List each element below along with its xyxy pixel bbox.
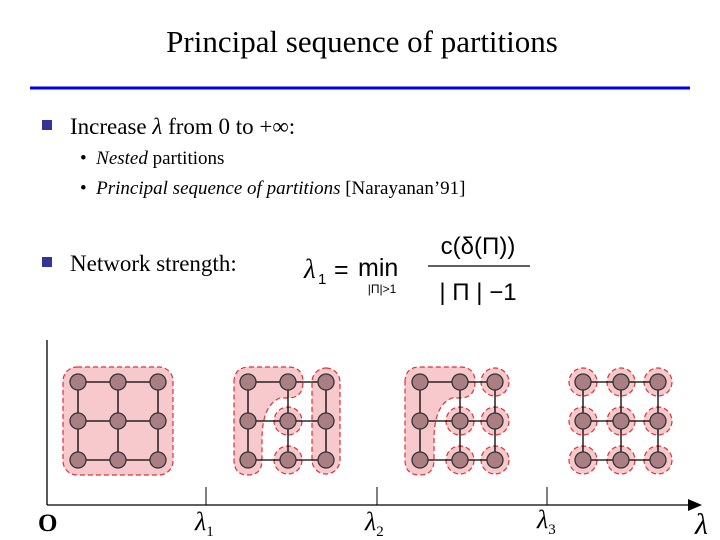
node [574, 451, 592, 469]
node [69, 412, 87, 430]
symbol: λ [194, 507, 206, 536]
node [649, 451, 667, 469]
axis-tick-label: λ1 [194, 507, 214, 540]
node [411, 451, 429, 469]
axis-tick-label: λ2 [364, 507, 384, 540]
node [109, 373, 127, 391]
node [486, 412, 504, 430]
text: Increase [70, 114, 152, 139]
bullet-text: Network strength: [70, 251, 237, 276]
symbol: λ [364, 507, 376, 536]
node [109, 451, 127, 469]
text: partitions [148, 148, 225, 169]
node [69, 373, 87, 391]
formula-op: min [358, 254, 398, 282]
node [239, 412, 257, 430]
node [451, 451, 469, 469]
text: from 0 to +∞: [162, 114, 295, 139]
bullet-marker [42, 257, 52, 267]
node [486, 451, 504, 469]
text: Principal sequence of partitions [95, 178, 340, 199]
subscript: 3 [548, 522, 556, 538]
node [317, 412, 335, 430]
node [612, 373, 630, 391]
formula-numerator: c(δ(Π)) [441, 233, 516, 260]
node [451, 373, 469, 391]
node [149, 412, 167, 430]
node [451, 412, 469, 430]
axis-tick-label: λ3 [536, 505, 556, 538]
formula: λ 1 = min |Π|>1 c(δ(Π)) | Π | −1 [303, 233, 530, 306]
bullet-text: Increase λ from 0 to +∞: [70, 114, 295, 139]
node [649, 412, 667, 430]
node [69, 451, 87, 469]
subscript: 1 [206, 524, 214, 540]
formula-eq: = [334, 256, 349, 284]
node [109, 412, 127, 430]
formula-lhs-sub: 1 [318, 271, 326, 288]
bullet-marker [42, 120, 52, 130]
formula-lhs: λ [303, 254, 316, 284]
node [612, 412, 630, 430]
axis-end-label: λ [694, 508, 708, 540]
subscript: 2 [376, 524, 384, 540]
partition-region [404, 366, 476, 476]
text: [Narayanan’91] [340, 178, 465, 199]
partition-region [233, 366, 304, 476]
formula-op-sub: |Π|>1 [368, 282, 397, 296]
symbol: λ [536, 505, 548, 534]
sub-bullet: • Nested partitions [80, 148, 224, 169]
node [317, 373, 335, 391]
axis-arrow [688, 499, 702, 511]
node [649, 373, 667, 391]
node [574, 412, 592, 430]
node [612, 451, 630, 469]
node [574, 373, 592, 391]
text: Nested [95, 148, 148, 169]
node [239, 451, 257, 469]
node [411, 373, 429, 391]
axis-origin: O [38, 510, 57, 537]
node [239, 373, 257, 391]
node [149, 451, 167, 469]
node [317, 451, 335, 469]
node [411, 412, 429, 430]
symbol: λ [151, 114, 162, 139]
node [279, 412, 297, 430]
graphs [69, 373, 667, 469]
node [486, 373, 504, 391]
node [149, 373, 167, 391]
title: Principal sequence of partitions [166, 24, 558, 59]
sub-bullet: • Principal sequence of partitions [Nara… [80, 178, 466, 199]
node [279, 451, 297, 469]
node [279, 373, 297, 391]
formula-denominator: | Π | −1 [439, 279, 516, 306]
